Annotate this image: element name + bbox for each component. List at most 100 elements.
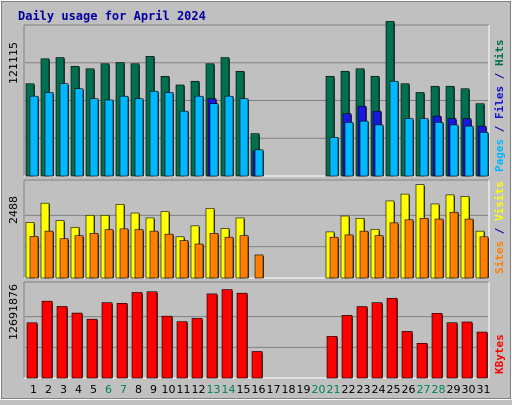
bar-pages-day-28	[434, 122, 444, 177]
bar-kbytes-day-15	[236, 292, 248, 379]
bar-pages-day-22	[344, 122, 354, 177]
legend-label: Hits	[493, 40, 506, 67]
bar-sites-day-4	[74, 235, 84, 279]
bar-pages-day-9	[149, 90, 159, 177]
legend-label: /	[493, 221, 506, 241]
bar-pages-day-4	[74, 88, 84, 177]
legend-label: Files	[493, 86, 506, 119]
bar-pages-day-25	[389, 80, 399, 177]
bar-kbytes-day-6	[101, 302, 113, 379]
bar-kbytes-day-3	[56, 306, 68, 379]
bar-sites-day-26	[404, 219, 414, 279]
bar-pages-day-24	[374, 124, 384, 177]
x-tick-label-23: 23	[357, 383, 371, 396]
x-tick-label-26: 26	[402, 383, 416, 396]
x-tick-label-4: 4	[75, 383, 82, 396]
bar-kbytes-day-27	[416, 342, 428, 379]
bar-sites-day-28	[434, 218, 444, 279]
x-tick-label-14: 14	[222, 383, 236, 396]
bar-sites-day-25	[389, 222, 399, 279]
legend-label: /	[493, 66, 506, 86]
bar-kbytes-day-25	[386, 297, 398, 379]
bar-pages-day-1	[29, 95, 39, 177]
bar-kbytes-day-21	[326, 336, 338, 379]
bar-kbytes-day-10	[161, 315, 173, 379]
bar-pages-day-8	[134, 98, 144, 177]
bar-pages-day-27	[419, 118, 429, 177]
x-tick-label-21: 21	[327, 383, 341, 396]
bar-kbytes-day-22	[341, 315, 353, 379]
bar-pages-day-23	[359, 120, 369, 177]
series-legend: Sites / Visits	[493, 181, 506, 274]
bar-sites-day-12	[194, 243, 204, 279]
bar-sites-day-14	[224, 236, 234, 279]
bar-sites-day-16	[254, 254, 264, 279]
bar-pages-day-16	[254, 149, 264, 177]
bar-pages-day-3	[59, 83, 69, 177]
y-max-label: 2488	[7, 196, 20, 224]
bar-sites-day-29	[449, 211, 459, 279]
bar-pages-day-14	[224, 95, 234, 177]
bar-sites-day-23	[359, 230, 369, 279]
bar-sites-day-27	[419, 218, 429, 279]
x-tick-label-22: 22	[342, 383, 356, 396]
legend-label: Pages	[493, 139, 506, 172]
series-legend: Pages / Files / Hits	[493, 40, 506, 173]
x-axis-labels: 1 2 3 4 5 6 7 8 9 10 11 12 13 14 15 16 17 18 19 20 21 22 23 24 2…	[30, 383, 491, 396]
bar-sites-day-13	[209, 233, 219, 279]
bar-pages-day-31	[479, 132, 489, 177]
panel-bottom: 12691876 KBytes	[7, 281, 506, 379]
x-tick-label-15: 15	[237, 383, 251, 396]
x-tick-label-24: 24	[372, 383, 386, 396]
bar-pages-day-15	[239, 98, 249, 177]
x-tick-label-31: 31	[477, 383, 491, 396]
bar-sites-day-5	[89, 233, 99, 279]
bar-sites-day-3	[59, 238, 69, 279]
x-tick-label-2: 2	[45, 383, 52, 396]
x-tick-label-29: 29	[447, 383, 461, 396]
x-tick-label-9: 9	[150, 383, 157, 396]
x-tick-label-3: 3	[60, 383, 67, 396]
bar-pages-day-5	[89, 98, 99, 177]
bar-pages-day-29	[449, 124, 459, 177]
bar-kbytes-day-11	[176, 321, 188, 379]
bar-sites-day-30	[464, 218, 474, 279]
x-tick-label-1: 1	[30, 383, 37, 396]
x-tick-label-16: 16	[252, 383, 266, 396]
legend-label: KBytes	[493, 334, 506, 374]
bar-sites-day-1	[29, 236, 39, 279]
bar-sites-day-31	[479, 236, 489, 279]
outer-frame-shadow	[1, 1, 511, 399]
bar-sites-day-2	[44, 230, 54, 279]
bar-kbytes-day-8	[131, 292, 143, 379]
x-tick-label-20: 20	[312, 383, 326, 396]
x-tick-label-13: 13	[207, 383, 221, 396]
bar-kbytes-day-24	[371, 302, 383, 379]
bar-pages-day-21	[329, 137, 339, 177]
bar-pages-day-30	[464, 125, 474, 177]
bar-kbytes-day-13	[206, 293, 218, 379]
bar-kbytes-day-28	[431, 313, 443, 379]
bar-pages-day-7	[119, 95, 129, 177]
bar-kbytes-day-9	[146, 291, 158, 379]
y-max-label: 121115	[7, 42, 20, 84]
x-tick-label-11: 11	[177, 383, 191, 396]
bar-pages-day-26	[404, 118, 414, 177]
bar-sites-day-24	[374, 235, 384, 279]
x-tick-label-17: 17	[267, 383, 281, 396]
bar-kbytes-day-31	[476, 331, 488, 379]
bar-kbytes-day-16	[251, 351, 263, 379]
x-tick-label-12: 12	[192, 383, 206, 396]
bar-pages-day-6	[104, 99, 114, 177]
bar-kbytes-day-1	[26, 322, 38, 379]
panel-middle: 2488 Sites / Visits	[7, 179, 506, 279]
bar-kbytes-day-12	[191, 318, 203, 379]
x-tick-label-25: 25	[387, 383, 401, 396]
bar-sites-day-10	[164, 233, 174, 279]
series-legend: KBytes	[493, 334, 506, 374]
bar-sites-day-9	[149, 230, 159, 279]
bar-sites-day-15	[239, 235, 249, 279]
x-tick-label-30: 30	[462, 383, 476, 396]
bar-sites-day-7	[119, 228, 129, 279]
